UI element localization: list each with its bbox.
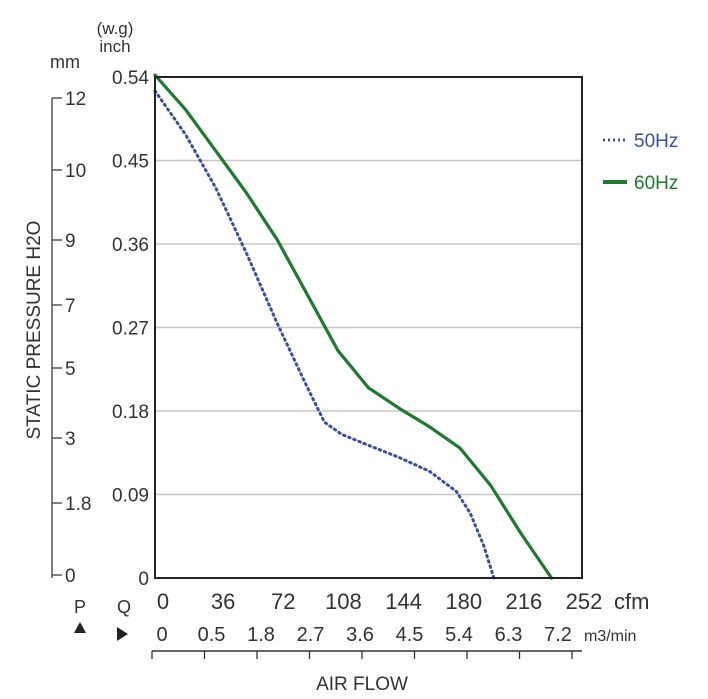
m3-tick-label: 1.8	[247, 624, 275, 646]
x-axis: 0 36 72 108 144 180 216 252 0 0.5 1.8 2.7 3.6 4.5 5.4 6…	[74, 589, 602, 659]
mm-tick-label: 5	[65, 359, 76, 380]
cfm-tick-label: 0	[157, 589, 169, 614]
legend: 50Hz 60Hz	[603, 131, 678, 194]
mm-tick-label: 12	[65, 89, 86, 110]
mm-tick-label: 1.8	[65, 494, 91, 515]
inch-tick-label: 0.18	[112, 402, 149, 423]
m3-tick-label: 0	[156, 624, 167, 646]
m3-tick-label: 7.2	[544, 624, 572, 646]
series-layer	[153, 73, 554, 580]
y-axis-label: STATIC PRESSURE H2O	[24, 221, 45, 440]
inch-tick-label: 0.09	[112, 486, 149, 507]
p-arrow-icon	[74, 622, 86, 633]
cfm-tick-label: 72	[271, 589, 295, 614]
inch-axis-ticks: 0 0.09 0.18 0.27 0.36 0.45 0.54	[112, 68, 149, 590]
cfm-tick-label: 36	[211, 589, 235, 614]
x-axis-label: AIR FLOW	[316, 674, 408, 695]
p-label: P	[74, 597, 86, 617]
mm-axis: 12 10 9 7 5 3 1.8 0	[51, 89, 91, 587]
series-50Hz-line	[153, 89, 496, 580]
m3-tick-label: 0.5	[198, 624, 226, 646]
inch-tick-label: 0.54	[112, 68, 149, 89]
m3-tick-label: 3.6	[346, 624, 374, 646]
cfm-unit-label: cfm	[614, 589, 649, 614]
mm-tick-label: 7	[65, 296, 76, 317]
q-label: Q	[117, 597, 131, 617]
cfm-tick-label: 252	[566, 589, 603, 614]
inch-tick-label: 0.45	[112, 152, 149, 173]
legend-label-60Hz: 60Hz	[634, 173, 678, 194]
cfm-tick-label: 108	[325, 589, 362, 614]
m3-unit-label: m3/min	[584, 628, 636, 645]
inch-unit-label-bottom: inch	[99, 37, 130, 56]
mm-tick-label: 9	[65, 231, 76, 252]
inch-tick-label: 0.36	[112, 235, 149, 256]
cfm-tick-label: 180	[445, 589, 482, 614]
cfm-tick-label: 216	[505, 589, 542, 614]
m3-tick-label: 6.3	[495, 624, 523, 646]
m3-tick-label: 2.7	[297, 624, 325, 646]
inch-tick-label: 0	[138, 569, 149, 590]
plot-frame	[154, 76, 583, 579]
inch-tick-label: 0.27	[112, 319, 149, 340]
mm-tick-label: 3	[65, 429, 76, 450]
mm-tick-label: 0	[65, 566, 76, 587]
grid-lines	[155, 159, 582, 496]
legend-label-50Hz: 50Hz	[634, 131, 678, 152]
mm-unit-label: mm	[50, 52, 80, 72]
m3-tick-label: 4.5	[396, 624, 424, 646]
mm-tick-label: 10	[65, 161, 86, 182]
m3-tick-label: 5.4	[445, 624, 473, 646]
q-arrow-icon	[117, 627, 128, 641]
plot-border	[154, 76, 583, 579]
series-60Hz-line	[153, 73, 554, 580]
cfm-tick-label: 144	[385, 589, 422, 614]
inch-unit-label-top: (w.g)	[97, 19, 134, 38]
